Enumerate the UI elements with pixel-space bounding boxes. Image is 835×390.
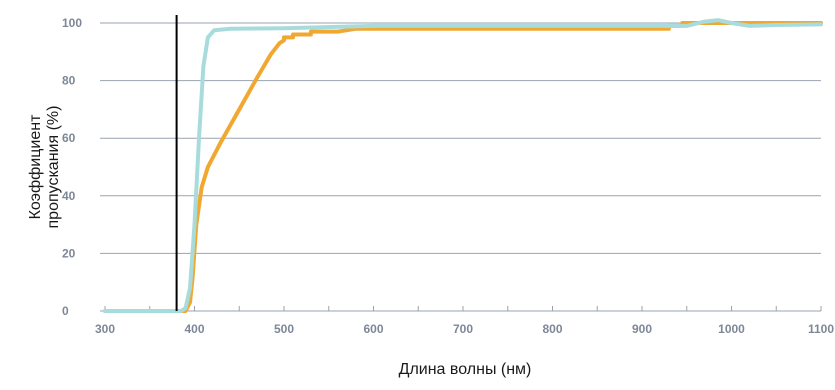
y-tick-label-0: 0 bbox=[62, 304, 69, 318]
y-tick-label-60: 60 bbox=[62, 131, 76, 145]
x-tick-label-900: 900 bbox=[632, 322, 652, 336]
x-tick-label-300: 300 bbox=[95, 322, 115, 336]
x-axis-title: Длина волны (нм) bbox=[399, 361, 532, 378]
x-axis-ticks bbox=[104, 306, 822, 311]
y-axis-title-line-2: пропускания (%) bbox=[45, 106, 62, 229]
y-tick-labels: 0 20 40 60 80 100 bbox=[62, 16, 82, 318]
x-tick-label-700: 700 bbox=[453, 322, 473, 336]
x-tick-labels: 300 400 500 600 700 800 900 1000 1100 bbox=[95, 322, 834, 336]
series-line-1 bbox=[103, 21, 823, 313]
x-tick-label-500: 500 bbox=[274, 322, 294, 336]
y-tick-label-80: 80 bbox=[62, 74, 76, 88]
x-tick-label-1000: 1000 bbox=[718, 322, 745, 336]
series-lines bbox=[103, 18, 823, 313]
y-tick-label-20: 20 bbox=[62, 246, 76, 260]
x-tick-label-400: 400 bbox=[184, 322, 204, 336]
series-line-2 bbox=[103, 18, 823, 313]
x-tick-label-600: 600 bbox=[363, 322, 383, 336]
x-tick-label-1100: 1100 bbox=[808, 322, 834, 336]
gridlines bbox=[100, 22, 821, 312]
x-tick-label-800: 800 bbox=[542, 322, 562, 336]
y-tick-label-40: 40 bbox=[62, 189, 76, 203]
y-axis-title-line-1: Коэффициент bbox=[27, 114, 44, 219]
y-tick-label-100: 100 bbox=[62, 16, 82, 30]
